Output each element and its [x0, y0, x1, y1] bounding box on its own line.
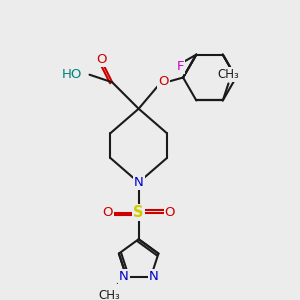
Text: F: F: [176, 60, 184, 74]
Text: CH₃: CH₃: [218, 68, 239, 81]
Text: O: O: [158, 75, 169, 88]
Text: HO: HO: [61, 68, 82, 81]
Text: O: O: [97, 53, 107, 66]
Text: N: N: [149, 270, 159, 283]
Text: N: N: [119, 270, 128, 283]
Text: N: N: [134, 176, 143, 189]
Text: O: O: [165, 206, 175, 219]
Text: O: O: [102, 206, 113, 219]
Text: S: S: [134, 205, 144, 220]
Text: CH₃: CH₃: [98, 289, 120, 300]
